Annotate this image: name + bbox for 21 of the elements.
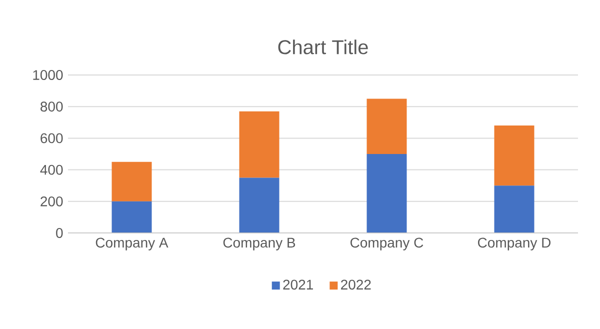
bar (494, 126, 534, 186)
y-tick-label: 600 (40, 133, 63, 144)
legend-label: 2021 (283, 280, 313, 290)
x-tick-label: Company B (223, 238, 296, 250)
bar (366, 154, 407, 233)
x-tick-label: Company D (478, 238, 550, 250)
x-tick-label: Company C (350, 238, 424, 250)
bar (366, 98, 407, 154)
bar (112, 162, 152, 202)
bar (112, 201, 152, 233)
y-tick-label: 1000 (33, 70, 63, 80)
legend-label: 2022 (341, 280, 371, 290)
bar (494, 186, 534, 233)
bar (239, 178, 280, 233)
chart-title: Chart Title (278, 40, 368, 54)
y-tick-label: 400 (40, 164, 63, 175)
bar (239, 111, 280, 178)
x-tick-label: Company A (96, 238, 168, 250)
y-tick-label: 0 (56, 228, 63, 238)
y-tick-label: 200 (40, 196, 63, 206)
y-tick-label: 800 (40, 102, 63, 112)
